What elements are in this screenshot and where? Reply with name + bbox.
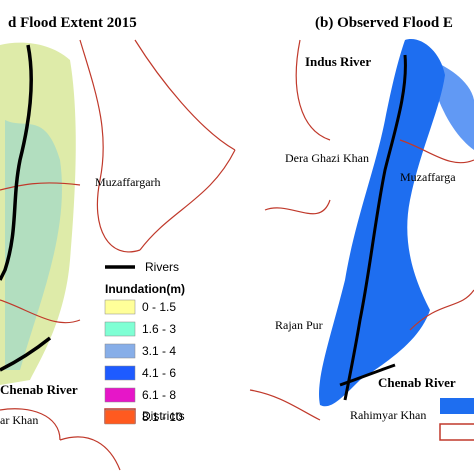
legend-label: Districts xyxy=(142,409,185,423)
legend-label: 8.1 - 10 xyxy=(142,410,183,424)
left-panel xyxy=(0,39,236,471)
legend-swatch xyxy=(104,321,136,337)
legend-label: 0 - 1.5 xyxy=(142,300,176,314)
legend-swatch xyxy=(104,387,136,403)
district-boundary xyxy=(0,39,236,471)
river-label: Chenab River xyxy=(378,375,456,390)
place-label: ar Khan xyxy=(0,413,38,427)
legend-heading: Inundation(m) xyxy=(105,282,185,296)
right-panel xyxy=(249,39,474,441)
legend-swatch xyxy=(104,409,136,425)
river xyxy=(0,44,33,281)
legend-swatch xyxy=(104,365,136,381)
legend-swatch xyxy=(440,398,474,414)
place-label: Rajan Pur xyxy=(275,318,323,332)
legend-swatch xyxy=(104,299,136,315)
place-label: Dera Ghazi Khan xyxy=(285,151,369,165)
legend-swatch xyxy=(439,423,474,441)
legend-label: 1.6 - 3 xyxy=(142,322,176,336)
river xyxy=(339,363,396,387)
district-boundary xyxy=(249,39,474,421)
legend-label: Rivers xyxy=(145,260,179,274)
panel-title: (b) Observed Flood E xyxy=(315,15,453,31)
legend-label: 6.1 - 8 xyxy=(142,388,176,402)
place-label: Muzaffargarh xyxy=(95,175,161,189)
place-label: Muzaffarga xyxy=(400,170,456,184)
panel-title: d Flood Extent 2015 xyxy=(8,15,137,31)
river-label: Chenab River xyxy=(0,382,78,397)
observed-flood xyxy=(319,39,445,407)
river xyxy=(0,336,52,372)
legend-swatch xyxy=(104,343,136,359)
river-label: Indus River xyxy=(305,54,371,69)
legend-label: 4.1 - 6 xyxy=(142,366,176,380)
observed-flood xyxy=(430,60,474,150)
place-label: Rahimyar Khan xyxy=(350,408,426,422)
river xyxy=(343,54,407,401)
legend-label: 3.1 - 4 xyxy=(142,344,176,358)
